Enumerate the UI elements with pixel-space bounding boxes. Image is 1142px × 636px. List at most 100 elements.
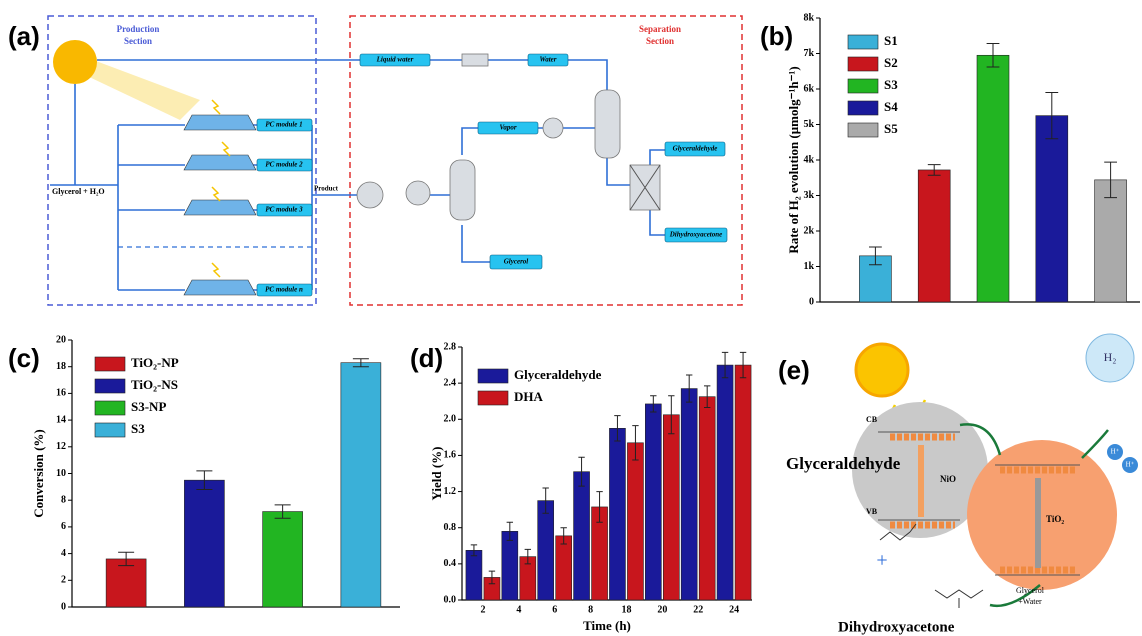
bar xyxy=(627,442,644,601)
band-label: CB xyxy=(866,415,878,424)
stream-label: Vapor xyxy=(499,124,516,132)
legend-label: TiO₂-NP xyxy=(131,355,179,370)
tag xyxy=(256,158,313,172)
sunbeam xyxy=(85,58,200,120)
bar xyxy=(105,558,147,608)
feed-label: Glycerol + H₂O xyxy=(52,187,105,196)
error-bar xyxy=(632,425,639,461)
excitation-arrow xyxy=(1035,478,1041,568)
bar xyxy=(976,54,1010,303)
plus: + xyxy=(876,550,887,572)
error-bar xyxy=(721,351,729,379)
y-tick-label: 0 xyxy=(61,601,66,612)
y-tick-label: 0.0 xyxy=(444,594,457,605)
stream-label: Glycerol xyxy=(504,258,529,266)
y-axis-label: Conversion (%) xyxy=(31,429,46,517)
y-tick-label: 20 xyxy=(56,334,66,345)
bar xyxy=(734,364,752,601)
tio2-particle xyxy=(967,440,1117,590)
column xyxy=(449,159,476,221)
legend-label: S3 xyxy=(884,77,898,92)
section-title: Section xyxy=(124,36,152,46)
legend-swatch xyxy=(477,368,509,384)
y-tick-label: 18 xyxy=(56,361,66,372)
tag xyxy=(256,203,313,217)
material-label: TiO₂ xyxy=(1046,514,1064,524)
y-tick-label: 2.4 xyxy=(444,377,457,388)
y-tick-label: 4k xyxy=(803,154,814,165)
y-tick-label: 1.2 xyxy=(444,486,457,497)
y-tick-label: 12 xyxy=(56,441,66,452)
tag xyxy=(664,227,728,243)
panel-a: (a) Production Section Separation Sectio… xyxy=(8,15,743,306)
panel-label: (e) xyxy=(778,355,810,385)
panel-label: (c) xyxy=(8,343,40,373)
legend-swatch xyxy=(847,78,879,94)
x-tick-label: 24 xyxy=(729,604,739,615)
stream-label: Glyceraldehyde xyxy=(673,145,718,153)
x-tick-label: 22 xyxy=(693,604,703,615)
y-axis-label: Yield (%) xyxy=(429,446,444,500)
error-bar xyxy=(703,385,711,409)
proton-label: H⁺ xyxy=(1126,461,1135,469)
legend-label: S4 xyxy=(884,99,898,114)
y-tick-label: 1.6 xyxy=(444,450,457,461)
reactant-label: +Water xyxy=(1018,597,1042,606)
section-title: Section xyxy=(646,36,674,46)
error-bar xyxy=(986,43,1000,68)
tag xyxy=(477,121,539,135)
tag xyxy=(489,254,543,270)
panel-label: (b) xyxy=(760,21,793,51)
y-tick-label: 2 xyxy=(61,575,66,586)
y-tick-label: 4 xyxy=(61,548,66,559)
x-axis-label: Time (h) xyxy=(583,618,631,633)
legend-label: TiO₂-NS xyxy=(131,377,178,392)
y-tick-label: 3k xyxy=(803,190,814,201)
sun xyxy=(854,342,910,398)
stream-label: Water xyxy=(540,56,557,64)
error-bar xyxy=(470,544,478,557)
error-bar xyxy=(118,551,135,567)
h2-label: H₂ xyxy=(1104,350,1117,364)
y-tick-label: 5k xyxy=(803,119,814,130)
error-bar xyxy=(739,351,747,379)
legend-label: DHA xyxy=(514,389,544,404)
y-tick-label: 16 xyxy=(56,388,66,399)
panel-label: (d) xyxy=(410,343,443,373)
pc-panels xyxy=(183,99,257,296)
x-tick-label: 8 xyxy=(588,604,593,615)
x-tick-label: 4 xyxy=(516,604,521,615)
legend-swatch xyxy=(94,422,126,438)
bar xyxy=(663,414,680,601)
y-tick-label: 8k xyxy=(803,12,814,23)
molecules xyxy=(879,523,984,608)
bar xyxy=(537,500,554,601)
bar xyxy=(645,403,662,601)
error-bar xyxy=(596,491,603,523)
x-tick-label: 20 xyxy=(657,604,667,615)
legend-swatch xyxy=(94,378,126,394)
reactor-cross xyxy=(629,164,661,211)
proton-label: H⁺ xyxy=(1111,448,1120,456)
proton xyxy=(1107,444,1123,460)
x-tick-label: 6 xyxy=(552,604,557,615)
bar xyxy=(555,535,572,601)
legend-label: S3 xyxy=(131,421,145,436)
bar xyxy=(262,511,303,608)
bar xyxy=(184,479,225,608)
legend-swatch xyxy=(847,56,879,72)
module-label: PC module 3 xyxy=(265,206,303,214)
bar xyxy=(501,531,519,601)
y-tick-label: 0 xyxy=(809,296,814,307)
module-label: PC module 1 xyxy=(265,121,302,129)
legend-label: Glyceraldehyde xyxy=(514,367,602,382)
separation-box xyxy=(349,15,743,306)
product-label: Dihydroxyacetone xyxy=(838,619,955,635)
error-bar xyxy=(488,570,496,585)
tag xyxy=(664,141,726,157)
error-bar xyxy=(560,527,567,545)
error-bar xyxy=(542,487,549,514)
y-tick-label: 10 xyxy=(56,468,66,479)
reactant-label: Glycerol xyxy=(1016,586,1045,595)
bar xyxy=(573,471,590,601)
